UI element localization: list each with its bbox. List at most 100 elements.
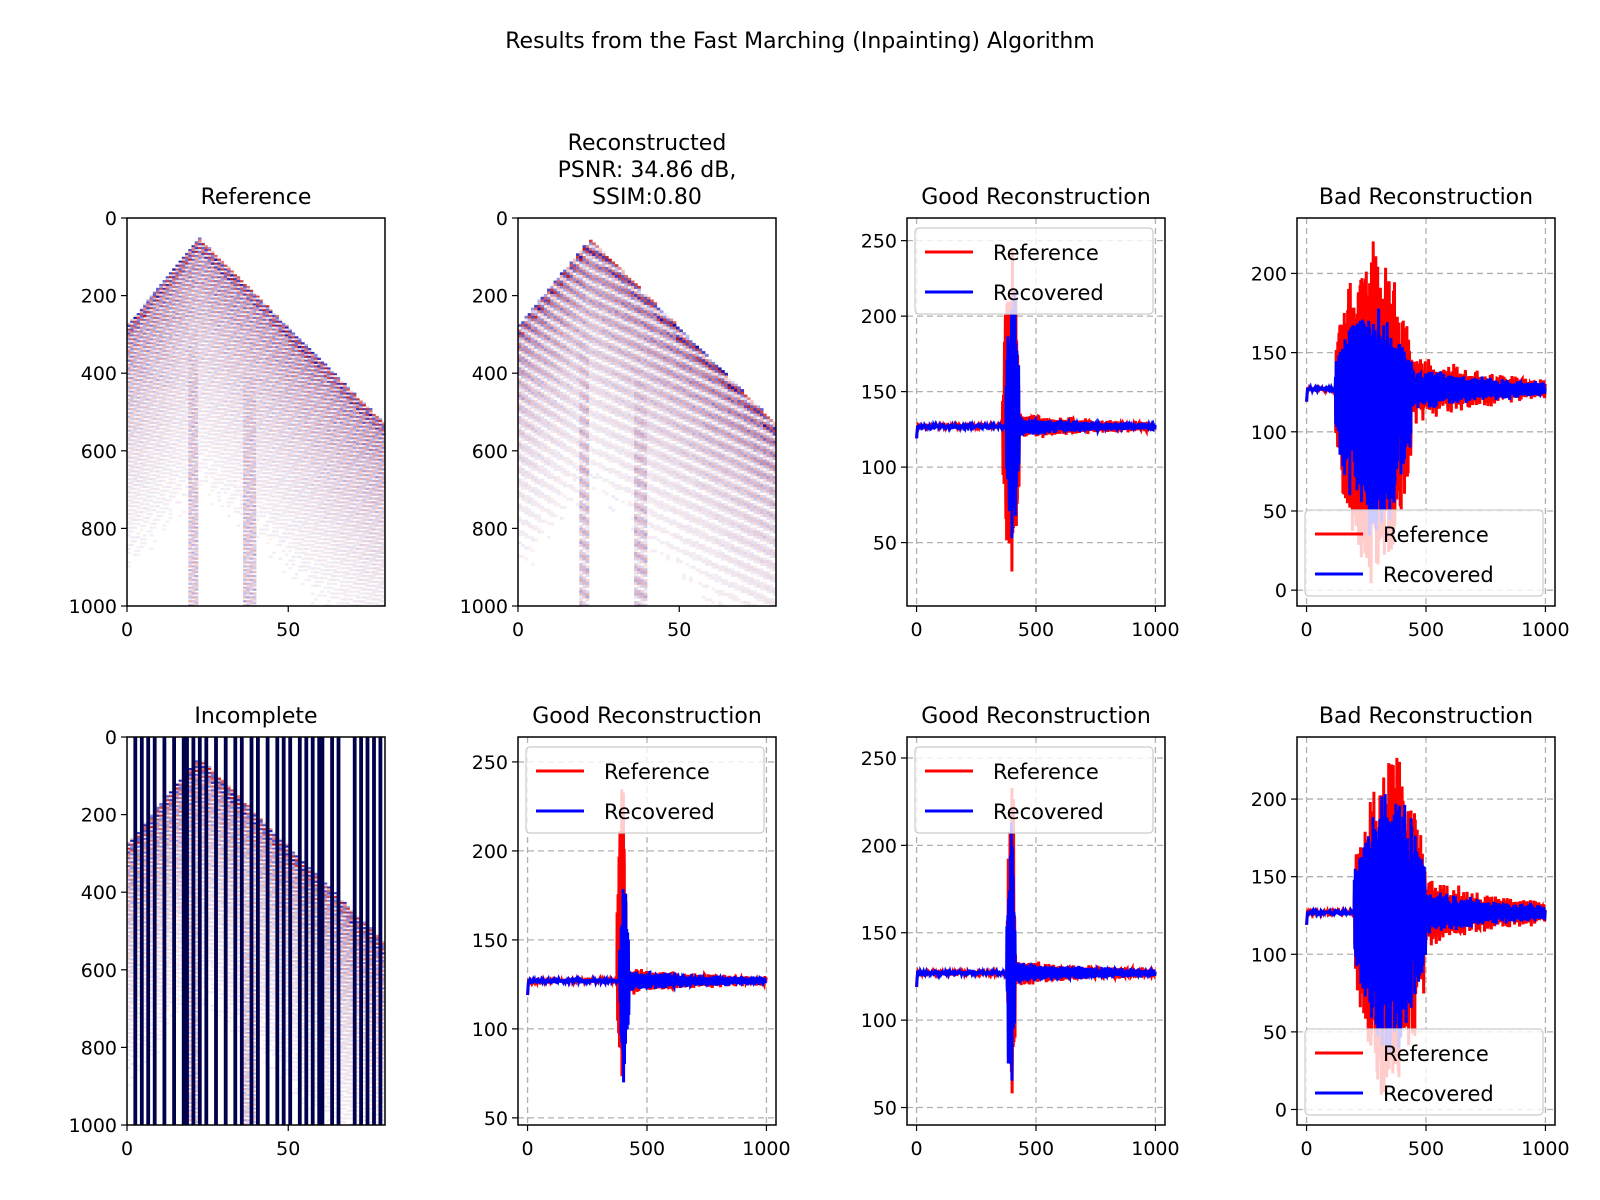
heatmap-cell [156, 318, 160, 322]
heatmap-cell [233, 448, 237, 452]
heatmap-cell [262, 493, 267, 496]
heatmap-cell [281, 427, 286, 430]
heatmap-cell [191, 592, 196, 595]
heatmap-cell [185, 278, 189, 281]
heatmap-cell [165, 324, 170, 327]
heatmap-cell [252, 588, 257, 591]
heatmap-cell [178, 371, 183, 374]
heatmap-cell [143, 427, 147, 430]
heatmap-cell [239, 315, 244, 318]
heatmap-cell [236, 293, 241, 296]
heatmap-cell [243, 371, 247, 374]
heatmap-cell [139, 369, 144, 372]
heatmap-cell [220, 435, 225, 438]
heatmap-cell [256, 301, 260, 304]
heatmap-cell [136, 470, 141, 473]
heatmap-cell [259, 489, 263, 492]
heatmap-cell [146, 516, 150, 520]
heatmap-cell [249, 563, 254, 566]
heatmap-cell [185, 355, 189, 358]
heatmap-cell [191, 450, 196, 454]
heatmap-cell [243, 429, 247, 432]
heatmap-cell [252, 431, 257, 434]
heatmap-cell [188, 402, 192, 405]
heatmap-cell [168, 349, 173, 353]
heatmap-cell [236, 392, 241, 395]
heatmap-cell [262, 392, 267, 395]
heatmap-cell [281, 346, 286, 349]
heatmap-cell [243, 392, 247, 395]
heatmap-cell [133, 443, 137, 446]
heatmap-cell [252, 536, 257, 539]
heatmap-cell [133, 355, 137, 358]
heatmap-cell [239, 349, 244, 353]
heatmap-cell [136, 458, 141, 461]
heatmap-cell [285, 394, 289, 397]
heatmap-cell [227, 334, 231, 337]
heatmap-cell [278, 344, 283, 347]
heatmap-cell [217, 452, 221, 455]
heatmap-cell [220, 349, 225, 353]
heatmap-cell [159, 309, 163, 312]
heatmap-cell [249, 505, 254, 508]
heatmap-cell [188, 386, 192, 390]
heatmap-cell [249, 336, 254, 339]
heatmap-cell [236, 363, 241, 366]
heatmap-cell [146, 433, 150, 436]
heatmap-cell [201, 284, 205, 287]
heatmap-cell [223, 363, 228, 366]
heatmap-cell [256, 342, 260, 345]
heatmap-cell [259, 437, 263, 440]
heatmap-cell [233, 450, 237, 454]
heatmap-cell [262, 448, 267, 452]
heatmap-cell [168, 423, 173, 426]
heatmap-cell [156, 291, 160, 294]
heatmap-cell [194, 441, 199, 444]
heatmap-cell [210, 429, 215, 432]
heatmap-cell [188, 371, 192, 374]
heatmap-cell [162, 332, 167, 335]
heatmap-cell [236, 357, 241, 360]
heatmap-cell [175, 359, 179, 362]
heatmap-cell [204, 251, 208, 254]
heatmap-cell [214, 460, 218, 463]
heatmap-cell [246, 505, 250, 508]
heatmap-cell [252, 400, 257, 403]
heatmap-cell [236, 375, 241, 378]
heatmap-cell [249, 309, 254, 312]
heatmap-cell [275, 326, 279, 329]
heatmap-cell [227, 299, 231, 302]
heatmap-cell [204, 262, 208, 265]
heatmap-cell [278, 462, 283, 465]
heatmap-cell [146, 408, 150, 411]
heatmap-cell [130, 417, 134, 421]
heatmap-cell [268, 489, 273, 492]
heatmap-cell [223, 425, 228, 428]
heatmap-cell [268, 322, 273, 326]
heatmap-cell [127, 386, 131, 390]
heatmap-cell [217, 425, 221, 428]
heatmap-cell [256, 489, 260, 492]
heatmap-cell [278, 382, 283, 386]
heatmap-cell [139, 450, 144, 454]
heatmap-cell [188, 493, 192, 496]
heatmap-cell [227, 458, 231, 461]
heatmap-cell [165, 375, 170, 378]
heatmap-cell [149, 466, 154, 469]
heatmap-cell [188, 266, 192, 269]
heatmap-cell [246, 532, 250, 535]
heatmap-cell [265, 394, 270, 397]
heatmap-cell [156, 417, 160, 421]
heatmap-cell [136, 332, 141, 335]
heatmap-cell [223, 328, 228, 331]
heatmap-cell [233, 485, 237, 488]
heatmap-cell [165, 353, 170, 357]
heatmap-cell [268, 408, 273, 411]
heatmap-cell [194, 367, 199, 370]
heatmap-cell [191, 452, 196, 455]
heatmap-cell [249, 421, 254, 424]
heatmap-cell [265, 462, 270, 465]
heatmap-cell [285, 324, 289, 327]
heatmap-cell [130, 318, 134, 322]
heatmap-cell [204, 402, 208, 405]
